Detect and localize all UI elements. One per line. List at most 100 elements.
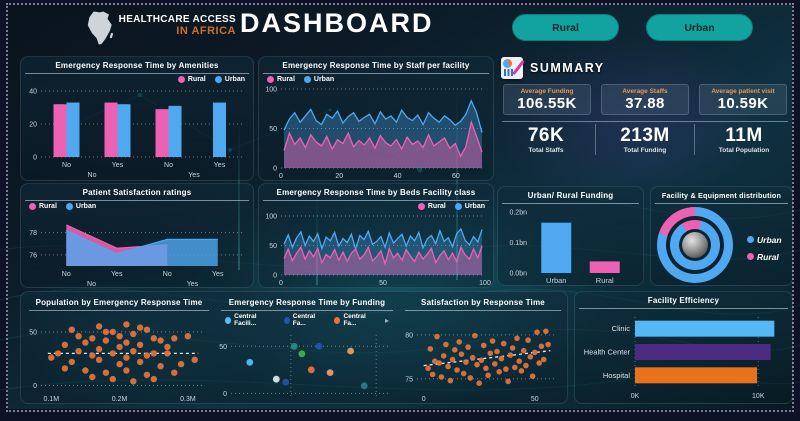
legend-label: Urban	[224, 76, 245, 83]
satisfaction-scatter-section: Satisfaction by Response Time 75 80 0 50	[401, 294, 565, 403]
legend-item[interactable]: Urban	[454, 203, 485, 210]
svg-text:No: No	[164, 162, 173, 169]
svg-text:50: 50	[219, 344, 227, 351]
svg-text:75: 75	[405, 376, 413, 383]
satisfaction-area-chart: 76 78 No Yes No Yes No Yes	[29, 224, 243, 288]
legend-label: Central Fa...	[343, 313, 366, 327]
efficiency-hbar-chart: 0K 10K Clinic Health Center Hospital	[584, 317, 775, 400]
svg-text:0.1M: 0.1M	[43, 396, 59, 403]
legend-item[interactable]: Urban	[214, 76, 245, 83]
svg-text:No: No	[163, 271, 172, 278]
legend-item[interactable]: Urban	[747, 235, 782, 245]
urban-rural-funding-panel: Urban/ Rural Funding 0.0bn 0.1bn 0.2bn Urba…	[497, 186, 644, 286]
legend-label: Central Fa...	[292, 313, 316, 327]
legend-label: Rural	[277, 76, 295, 83]
legend-swatch-icon	[334, 316, 341, 324]
svg-text:Yes: Yes	[112, 162, 124, 169]
pencil-icon	[512, 59, 525, 76]
kpi-label: Total Staffs	[528, 147, 564, 154]
legend-item[interactable]: Rural	[747, 252, 779, 262]
svg-text:Yes: Yes	[111, 271, 123, 278]
legend-item[interactable]: Rural	[267, 76, 295, 83]
kpi-label: Average Funding	[520, 88, 574, 95]
svg-text:No: No	[88, 172, 97, 179]
svg-text:No: No	[87, 281, 96, 288]
chart-title: Facility & Equipment distribution	[655, 187, 788, 204]
legend-item[interactable]: Rural	[177, 76, 206, 83]
svg-text:0.1M: 0.1M	[283, 403, 299, 404]
svg-text:No: No	[62, 271, 71, 278]
legend-swatch-icon	[177, 76, 185, 83]
chart-title: Satisfaction by Response Time	[405, 294, 561, 311]
rural-filter-button[interactable]: Rural	[512, 14, 619, 41]
scatter-charts-panel: Population by Emergency Response Time 0 5…	[20, 291, 568, 404]
brand: HEALTHCARE ACCESS IN AFRICA	[116, 14, 236, 37]
legend-item[interactable]: Urban	[303, 76, 334, 83]
kpi-label: Average patient visit	[711, 88, 775, 95]
svg-text:40: 40	[29, 89, 37, 96]
svg-text:0K: 0K	[631, 393, 640, 400]
svg-text:Urban: Urban	[546, 276, 566, 285]
kpi-value: 37.88	[625, 95, 665, 112]
svg-text:0: 0	[33, 383, 37, 390]
kpi-value: 213M	[620, 125, 670, 146]
satisfaction-scatter-chart: 75 80 0 50	[405, 328, 557, 403]
legend-item[interactable]: Urban	[65, 203, 96, 210]
kpi-value: 10.59K	[717, 95, 769, 112]
svg-text:0.2M: 0.2M	[112, 396, 128, 403]
svg-text:Yes: Yes	[212, 271, 224, 278]
legend-label: Urban	[757, 234, 782, 245]
legend-label: Rural	[187, 76, 206, 83]
svg-text:0.3M: 0.3M	[180, 396, 196, 403]
legend-swatch-icon	[214, 76, 222, 83]
legend-scroll-arrow-icon[interactable]: ▸	[384, 315, 389, 325]
kpi-value: 106.55K	[517, 95, 577, 112]
legend-swatch-icon	[29, 203, 36, 210]
facility-distribution-donut[interactable]	[657, 207, 733, 283]
legend-swatch-icon	[454, 203, 462, 210]
chart-title: Emergency Response Time by Amenities	[25, 57, 249, 74]
satisfaction-ratings-panel: Patient Satisfaction ratings Rural Urban …	[20, 183, 254, 288]
svg-text:20: 20	[29, 122, 37, 129]
kpi-average-staffs: Average Staffs 37.88	[601, 84, 689, 115]
brand-line1: HEALTHCARE ACCESS	[118, 14, 236, 25]
donut-center-image	[682, 232, 708, 258]
facility-distribution-panel: Facility & Equipment distribution Urban R…	[650, 186, 793, 286]
legend-swatch-icon	[225, 316, 232, 324]
legend-item[interactable]: Central Fa...	[334, 313, 376, 327]
svg-text:Yes: Yes	[188, 172, 200, 179]
svg-text:0.0bn: 0.0bn	[509, 271, 527, 278]
urban-filter-button[interactable]: Urban	[646, 14, 753, 41]
legend-item[interactable]: Central Facili...	[225, 313, 275, 327]
kpi-total-population: 11M Total Population	[694, 124, 793, 155]
chart-title: Population by Emergency Response Time	[29, 294, 209, 311]
kpi-total-funding: 213M Total Funding	[595, 124, 694, 155]
kpi-total-staffs: 76K Total Staffs	[497, 124, 595, 155]
svg-text:78: 78	[29, 230, 37, 237]
legend-swatch-icon	[65, 203, 73, 210]
legend-item[interactable]: Rural	[29, 203, 57, 210]
chart-legend: Urban Rural	[739, 227, 790, 264]
svg-text:Yes: Yes	[187, 281, 199, 288]
amenities-chart-panel: Emergency Response Time by Amenities Rur…	[20, 56, 254, 181]
legend-item[interactable]: Central Fa...	[283, 313, 326, 327]
facility-efficiency-panel: Facility Efficiency 0K 10K Clinic Health Ce…	[574, 291, 793, 404]
svg-text:80: 80	[405, 332, 413, 339]
staff-line-chart: 0 50 100 0 20 40 60	[265, 87, 485, 180]
svg-text:0: 0	[273, 166, 277, 173]
summary-panel: SUMMARY Average Funding 106.55K Average …	[497, 56, 793, 185]
svg-text:50: 50	[531, 396, 539, 403]
legend-item[interactable]: Rural	[417, 203, 446, 210]
svg-text:40: 40	[394, 173, 402, 180]
legend-label: Urban	[464, 203, 485, 210]
svg-text:60: 60	[452, 173, 460, 180]
svg-text:0: 0	[422, 396, 426, 403]
svg-text:Rural: Rural	[596, 276, 614, 285]
legend-label: Rural	[427, 203, 446, 210]
svg-text:0: 0	[223, 391, 227, 398]
legend-swatch-icon	[747, 253, 754, 260]
svg-text:0: 0	[273, 273, 277, 280]
beds-line-chart: 0 50 100 0 50 100	[265, 214, 491, 288]
chart-title: Urban/ Rural Funding	[502, 187, 639, 204]
staff-chart-panel: Emergency Response Time by Staff per fac…	[258, 56, 494, 181]
